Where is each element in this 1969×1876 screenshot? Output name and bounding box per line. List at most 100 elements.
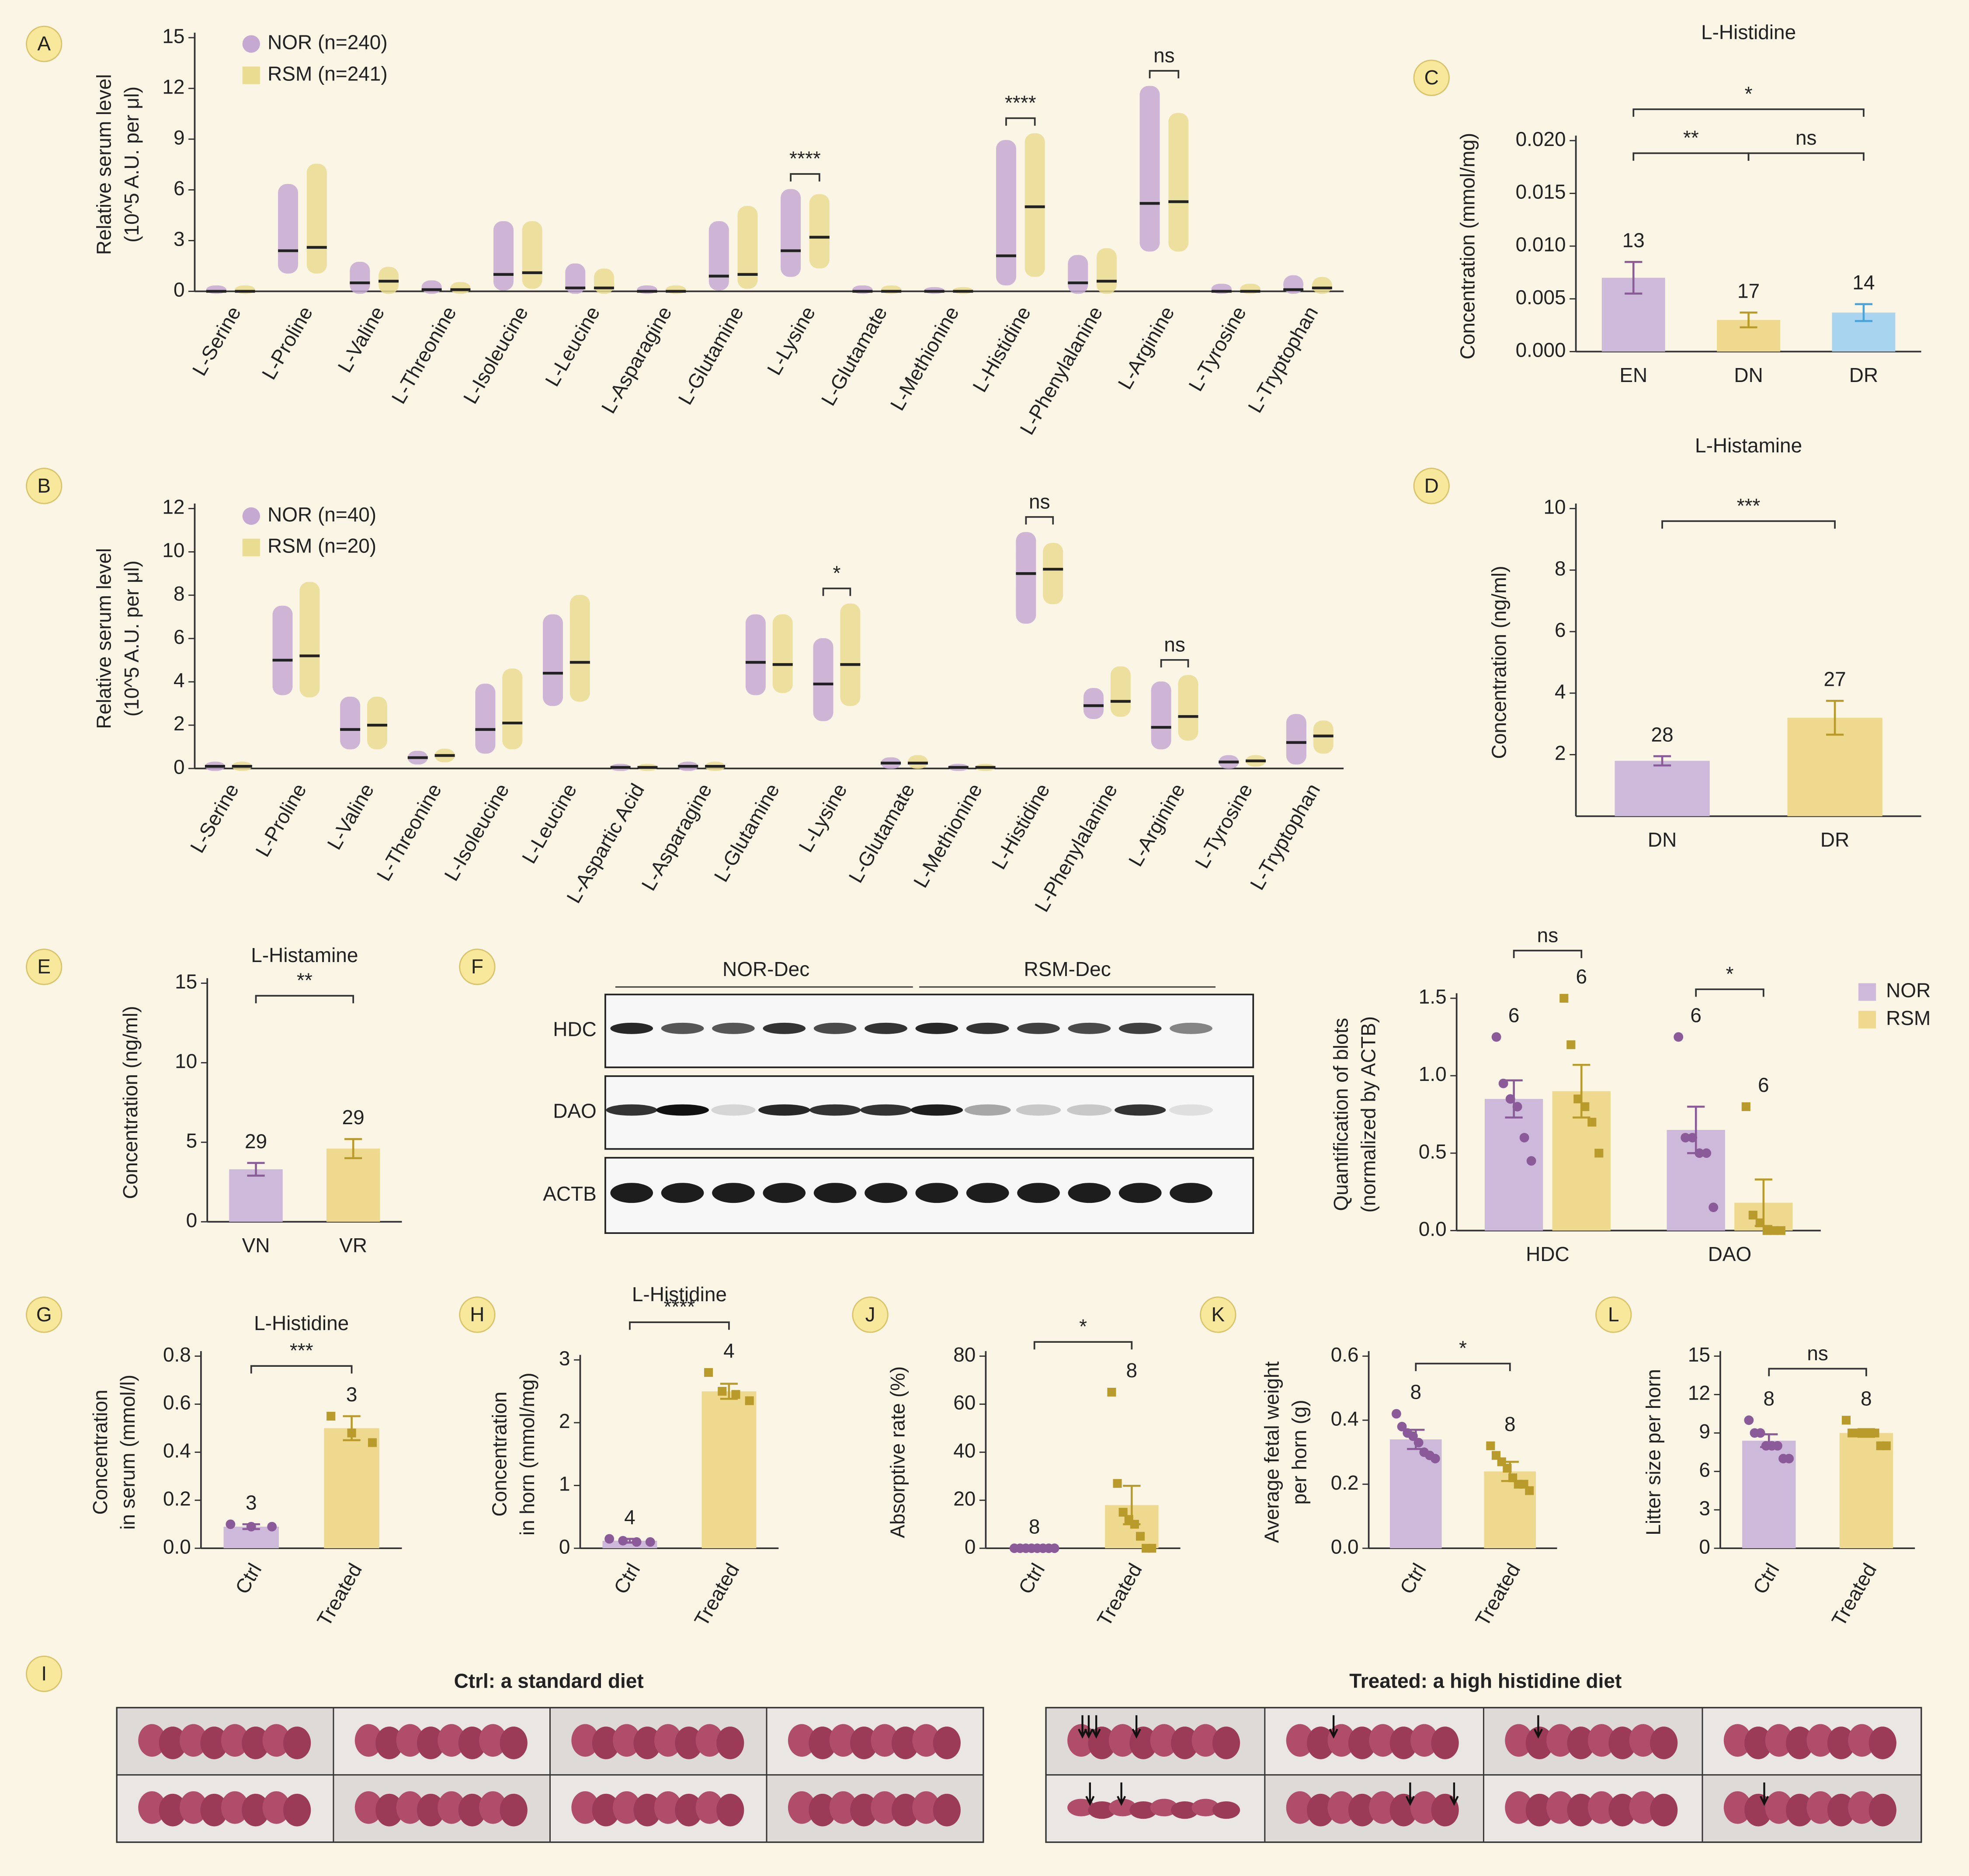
uterus-segment [1505,1724,1533,1757]
arrow [1533,1715,1543,1739]
panel-letter: A [37,32,51,55]
blot-band [910,1104,963,1116]
significance-bracket [250,1365,353,1374]
uterus-segment [716,1727,744,1759]
blot-band [964,1104,1011,1116]
data-point [1512,1101,1522,1112]
uterus-segment [1505,1791,1533,1824]
arrow [1091,1715,1101,1739]
data-point [1113,1479,1122,1488]
uterus-segment [1212,1727,1240,1759]
x-tick-label: DAO [1708,1243,1752,1265]
uterus-segment [809,1727,837,1759]
blot-band [915,1022,958,1034]
uterus-segment [571,1791,599,1824]
uterus-segment [242,1727,270,1759]
value-range [1016,532,1036,624]
y-tick-label: 8 [1555,557,1566,580]
data-point [1748,1210,1757,1219]
y-tick-label: 20 [953,1487,976,1510]
data-point [1594,1149,1604,1158]
value-range [737,206,758,289]
data-point [1841,1416,1851,1425]
significance-label: ** [1683,126,1699,149]
uterus-segment [1150,1724,1178,1757]
uterus-segment [592,1793,620,1827]
y-axis-label: Concentration [488,1392,511,1517]
value-range [809,194,830,269]
uterus-segment [871,1791,899,1824]
significance-bracket [822,587,851,596]
chart-title: L-Histidine [632,1283,727,1306]
uterus-segment [1108,1799,1137,1817]
uterus-segment [1369,1791,1397,1824]
blot-band [813,1183,857,1203]
value-range [1068,255,1088,294]
y-tick-label: 4 [1555,680,1566,703]
y-tick-label: 6 [1555,618,1566,641]
arrow [1132,1715,1141,1739]
uterus-segment [871,1724,899,1757]
uterus-segment [159,1727,187,1759]
panel-letter: C [1424,66,1439,89]
data-point [704,1368,713,1377]
uterus-segment [458,1793,486,1827]
value-range [840,603,861,706]
bar [326,1148,380,1222]
uterus-segment [1067,1799,1095,1817]
y-tick-label: 0.0 [163,1535,191,1558]
uterus-segment [1431,1793,1459,1827]
significance-label: ns [1029,490,1050,513]
uterus-segment [654,1724,682,1757]
panel-letter: D [1424,474,1439,497]
legend-marker [242,35,260,53]
uterus-segment [458,1727,486,1759]
panel-letter: L [1608,1303,1619,1326]
value-range [745,614,766,695]
error-bar [1760,1433,1778,1448]
uterus-segment [180,1791,208,1824]
sample-size: 29 [342,1106,365,1129]
sample-size: 28 [1651,723,1674,746]
y-tick-label: 15 [1688,1343,1710,1366]
uterus-segment [354,1724,382,1757]
blot-band [865,1183,907,1203]
panel-letter: I [41,1662,47,1685]
y-axis-label: Relative serum level [93,548,115,729]
significance-bracket [1632,108,1865,117]
y-tick-label: 4 [174,669,185,691]
value-range [1151,681,1171,750]
value-range [1139,86,1160,252]
uterus-segment [1307,1727,1335,1759]
uterus-segment [283,1727,311,1759]
uterus-segment [396,1791,424,1824]
uterus-segment [1108,1724,1137,1757]
uterus-segment [1608,1793,1636,1827]
data-point [1744,1415,1754,1425]
y-axis-label: in horn (mmol/mg) [516,1372,538,1536]
uterus-segment [829,1791,857,1824]
y-tick-label: 15 [175,970,197,993]
blot-band [606,1104,657,1116]
panel-badge [459,948,496,985]
blot-band [763,1183,806,1203]
uterus-segment [809,1793,837,1827]
data-point [1147,1544,1156,1553]
chart-title: L-Histidine [254,1312,349,1334]
significance-bracket [790,173,820,182]
data-point [1709,1202,1719,1212]
data-point [267,1522,277,1532]
sample-size: 13 [1622,229,1645,251]
arrow [1759,1782,1769,1806]
significance-label: *** [1737,494,1761,517]
uterus-segment [283,1793,311,1827]
data-point [1580,1102,1590,1111]
uterus-segment [221,1791,249,1824]
uterus-segment [675,1727,703,1759]
sample-size: 6 [1508,1004,1520,1027]
legend-marker [242,538,260,556]
data-point [1755,1428,1765,1438]
value-range [1312,277,1332,294]
error-bar [247,1162,265,1177]
